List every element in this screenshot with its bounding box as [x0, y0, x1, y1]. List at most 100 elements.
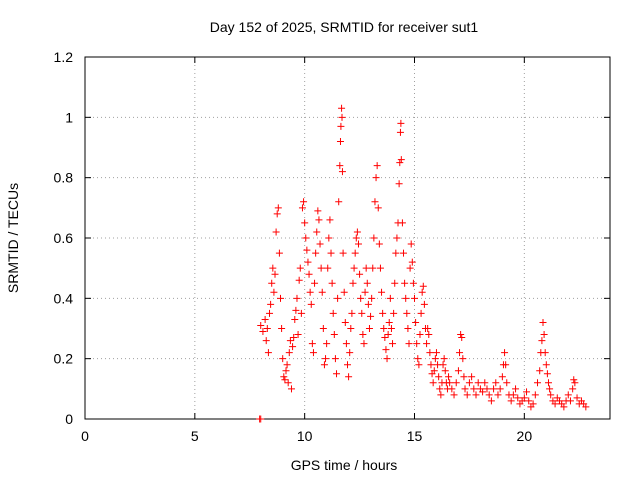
y-tick-label: 1 [65, 109, 73, 125]
x-tick-label: 15 [407, 428, 423, 444]
data-point [341, 318, 349, 326]
data-point [542, 361, 550, 369]
data-point [401, 279, 409, 287]
data-point [362, 264, 370, 272]
data-point [364, 300, 372, 308]
data-point [509, 391, 517, 399]
data-point [391, 279, 399, 287]
data-point [271, 270, 279, 278]
data-point [514, 394, 522, 402]
data-point [327, 249, 335, 257]
data-point [338, 113, 346, 121]
data-point [374, 204, 382, 212]
x-tick-label: 0 [81, 428, 89, 444]
data-point [354, 240, 362, 248]
data-point [333, 370, 341, 378]
data-point [402, 294, 410, 302]
data-point [361, 288, 369, 296]
data-point [397, 119, 405, 127]
data-point [430, 367, 438, 375]
data-point [523, 388, 531, 396]
data-point [277, 294, 285, 302]
data-point [463, 391, 471, 399]
y-tick-label: 1.2 [54, 49, 74, 65]
data-point [544, 379, 552, 387]
data-point [403, 309, 411, 317]
data-point [407, 240, 415, 248]
data-point [380, 325, 388, 332]
data-point [501, 349, 509, 357]
data-point [520, 394, 528, 402]
data-point [297, 309, 305, 317]
y-tick-label: 0.4 [54, 290, 74, 306]
data-point [307, 300, 315, 308]
data-point [353, 228, 361, 236]
data-point [347, 325, 355, 332]
data-point [309, 349, 317, 357]
data-point [498, 373, 506, 381]
data-point [437, 391, 445, 399]
data-point [426, 349, 434, 357]
data-point [262, 337, 270, 345]
data-point [305, 270, 313, 278]
data-point [351, 249, 359, 257]
data-point [560, 403, 568, 411]
data-point [529, 400, 537, 408]
data-point [356, 270, 364, 278]
data-point [257, 321, 265, 329]
data-point [314, 207, 322, 215]
data-point [573, 394, 581, 402]
data-point [387, 325, 395, 332]
data-point [349, 279, 357, 287]
data-point [487, 397, 495, 405]
data-point [472, 391, 480, 399]
data-point [446, 379, 454, 387]
data-point [371, 198, 379, 206]
data-point [280, 373, 288, 381]
data-point [440, 355, 448, 363]
y-axis-label: SRMTID / TECUs [5, 183, 21, 293]
data-point [287, 385, 295, 393]
y-tick-label: 0.6 [54, 230, 74, 246]
data-point [269, 264, 277, 272]
data-point [546, 385, 554, 393]
data-point [425, 331, 433, 339]
data-point [352, 234, 360, 242]
data-point [303, 246, 311, 254]
data-point [315, 216, 323, 224]
data-point [282, 367, 290, 375]
data-point [337, 122, 345, 130]
data-point [331, 355, 339, 363]
data-point [318, 288, 326, 296]
x-tick-labels: 0 5 10 15 20 [81, 428, 532, 444]
data-point [328, 279, 336, 287]
data-point [357, 294, 365, 302]
data-point [582, 403, 590, 411]
data-point [418, 288, 426, 296]
data-point [368, 294, 376, 302]
data-point [409, 279, 417, 287]
data-point [278, 325, 286, 332]
data-point [330, 331, 338, 339]
data-point [396, 159, 404, 167]
data-point [336, 162, 344, 170]
data-point [363, 279, 371, 287]
x-tick-label: 5 [191, 428, 199, 444]
data-point [392, 249, 400, 257]
x-tick-label: 10 [297, 428, 313, 444]
data-point [322, 355, 330, 363]
data-point [410, 294, 418, 302]
data-point [289, 343, 297, 351]
data-point [465, 379, 473, 387]
data-point [376, 264, 384, 272]
data-point [295, 276, 303, 284]
data-point [336, 137, 344, 145]
data-point [325, 234, 333, 242]
data-point [274, 204, 282, 212]
data-point [358, 309, 366, 317]
data-point [369, 264, 377, 272]
data-point [375, 240, 383, 248]
data-point [378, 288, 386, 296]
data-point [452, 379, 460, 387]
data-point [338, 168, 346, 176]
